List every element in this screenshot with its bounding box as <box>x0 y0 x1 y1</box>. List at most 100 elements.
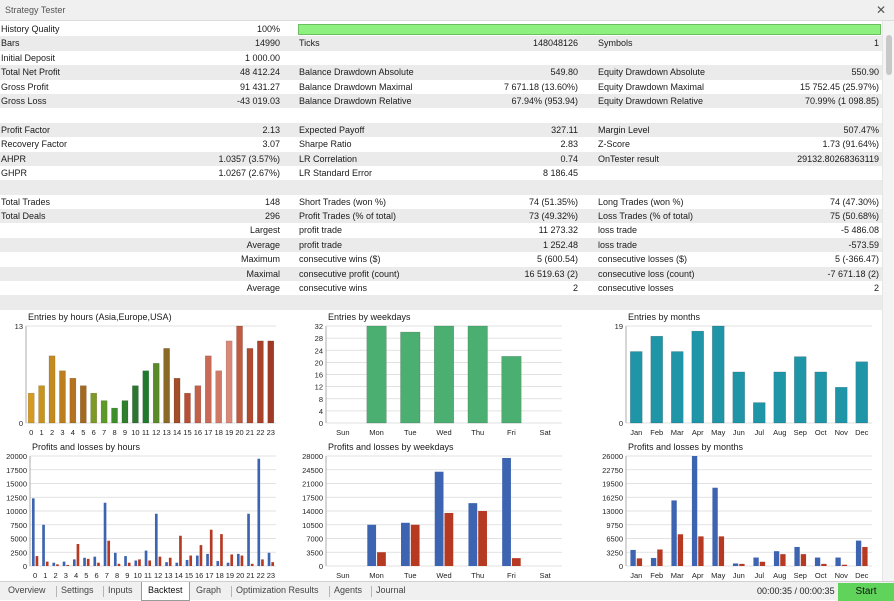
stats-cell-c5: OnTester result <box>598 153 660 164</box>
x-tick-label: Feb <box>650 571 663 580</box>
y-tick-label: 10000 <box>6 507 27 516</box>
tab-graph[interactable]: Graph <box>196 585 222 595</box>
stats-cell-c3: profit trade <box>299 225 343 236</box>
stats-cell-c2: -43 019.03 <box>236 95 280 106</box>
tab-optimization-results[interactable]: Optimization Results <box>236 585 319 595</box>
history-quality-bar <box>298 24 881 35</box>
loss-bar <box>179 535 182 566</box>
stats-cell-c5: Long Trades (won %) <box>598 196 684 207</box>
stats-row: Total Deals 296 Profit Trades (% of total)… <box>0 209 882 224</box>
x-tick-label: 9 <box>125 571 129 580</box>
start-button[interactable]: Start <box>838 583 894 601</box>
scrollbar-thumb[interactable] <box>886 35 892 75</box>
stats-cell-c1r: Largest <box>249 225 280 236</box>
x-tick-label: 14 <box>174 571 182 580</box>
x-tick-label: 17 <box>204 428 212 437</box>
entries-bar <box>366 325 387 424</box>
y-tick-label: 13000 <box>602 507 623 516</box>
loss-bar <box>261 559 264 566</box>
entries-bar <box>267 340 275 424</box>
tab-journal[interactable]: Journal <box>376 585 406 595</box>
profit-bar <box>794 546 800 566</box>
stats-cell-c5: Symbols <box>598 38 633 49</box>
loss-bar <box>841 564 848 566</box>
stats-cell-c3: Short Trades (won %) <box>299 196 387 207</box>
stats-row: Gross Profit 91 431.27 Balance Drawdown Ma… <box>0 80 882 94</box>
stats-cell-c5: Z-Score <box>598 139 631 150</box>
tab-backtest[interactable]: Backtest <box>141 582 190 601</box>
entries-bar <box>246 348 254 424</box>
profit-bar <box>753 557 759 566</box>
profit-bar <box>42 524 45 566</box>
x-tick-label: 6 <box>92 428 96 437</box>
stats-cell-c1: Total Trades <box>1 196 51 207</box>
stats-row: Gross Loss -43 019.03 Balance Drawdown Rel… <box>0 93 882 109</box>
profit-bar <box>773 551 780 566</box>
loss-bar <box>377 552 386 566</box>
stats-cell-c1: AHPR <box>1 153 27 164</box>
entries-bar <box>467 325 488 424</box>
profit-bar <box>83 557 86 566</box>
tab-settings[interactable]: Settings <box>61 585 94 595</box>
entries-bar <box>121 400 129 424</box>
entries-bar <box>671 351 684 424</box>
chart-2: Entries by weekdays 32 28 24 20 16 12 8 4 0 Sun Mon… <box>298 312 568 437</box>
loss-bar <box>158 556 162 566</box>
profit-bar <box>691 456 698 566</box>
x-tick-label: 11 <box>142 428 150 437</box>
y-tick-label: 19 <box>615 322 623 331</box>
stats-row: Average profit trade 1 252.48 loss trade -57… <box>0 237 882 253</box>
stats-row: Largest profit trade 11 273.32 loss trade -5… <box>0 223 882 237</box>
tab-overview[interactable]: Overview <box>8 585 46 595</box>
x-tick-label: 8 <box>112 428 116 437</box>
y-tick-label: 0 <box>319 562 323 571</box>
y-tick-label: 22750 <box>602 466 623 475</box>
x-tick-label: 20 <box>236 571 244 580</box>
loss-bar <box>250 563 254 566</box>
profit-bar <box>257 458 261 566</box>
loss-bar <box>230 554 234 566</box>
stats-cell-c3: Balance Drawdown Absolute <box>299 67 414 78</box>
stats-row: Maximum consecutive wins ($) 5 (600.54) con… <box>0 252 882 266</box>
y-tick-label: 0 <box>19 419 23 428</box>
x-tick-label: Fri <box>507 571 516 580</box>
tab-agents[interactable]: Agents <box>334 585 363 595</box>
stats-cell-c6: 550.90 <box>851 67 879 78</box>
stats-cell-c2: 100% <box>256 24 280 34</box>
entries-bar <box>59 370 66 424</box>
entries-bar <box>732 371 745 424</box>
y-tick-label: 20000 <box>6 452 27 461</box>
profit-bar <box>835 557 841 566</box>
close-icon[interactable]: ✕ <box>875 3 886 17</box>
stats-cell-c1: Bars <box>1 38 20 49</box>
x-tick-label: Sun <box>336 428 349 437</box>
entries-bar <box>712 325 725 424</box>
stats-cell-c3: Balance Drawdown Relative <box>299 95 412 106</box>
chart-svg: 1300 1 2 3 4 5 6 7 8 9 10 11 12 13 14 15 16 17 18 19 20 21 22 2… <box>15 322 276 437</box>
stats-row: Initial Deposit 1 000.00 <box>0 51 882 65</box>
window-title: Strategy Tester <box>5 5 66 15</box>
vertical-scrollbar[interactable] <box>882 21 894 581</box>
loss-bar <box>168 557 172 566</box>
stats-cell-c1r: Maximum <box>240 254 280 265</box>
stats-cell-c1: Profit Factor <box>1 124 51 135</box>
profit-bar <box>367 524 377 566</box>
stats-cell-c1: History Quality <box>1 24 60 34</box>
stats-cell-c6: 15 752.45 (25.97%) <box>799 81 879 92</box>
loss-bar <box>76 544 80 566</box>
x-tick-label: 4 <box>74 571 78 580</box>
stats-cell-c5: Equity Drawdown Relative <box>598 95 704 106</box>
y-tick-label: 24500 <box>302 466 323 475</box>
profit-bar <box>630 549 636 566</box>
chart-title: Entries by months <box>628 312 701 322</box>
stats-cell-c1: GHPR <box>1 167 28 178</box>
profit-bar <box>154 513 158 566</box>
stats-cell-c5: consecutive losses ($) <box>598 254 688 265</box>
x-tick-label: 15 <box>183 428 191 437</box>
profit-bar <box>31 498 35 566</box>
x-tick-label: May <box>711 428 725 437</box>
stats-cell-c6: 29132.80268363119 <box>797 153 879 164</box>
tab-inputs[interactable]: Inputs <box>108 585 133 595</box>
entries-bar <box>90 392 97 424</box>
loss-bar <box>86 558 90 566</box>
